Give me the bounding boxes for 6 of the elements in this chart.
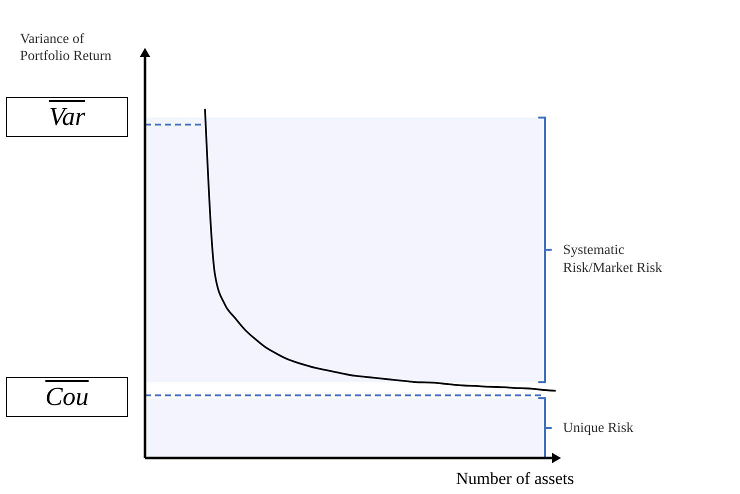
ref-line-label: Var [6, 96, 128, 137]
ref-line-label: Cou [6, 377, 128, 418]
x-axis-title: Number of assets [456, 469, 574, 488]
y-axis-title: Variance of Portfolio Return [20, 32, 112, 64]
band-label: Unique Risk [563, 421, 634, 436]
band-label: Systematic Risk/Market Risk [563, 242, 662, 276]
